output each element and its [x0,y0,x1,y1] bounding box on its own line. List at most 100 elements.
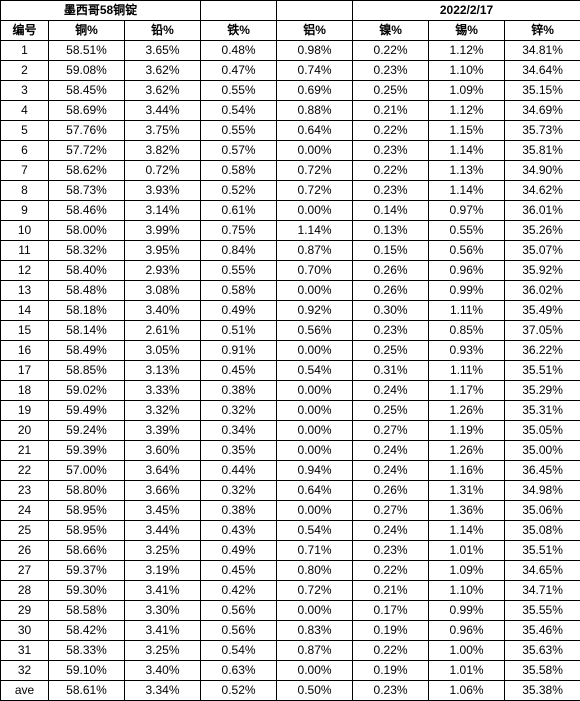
value-cell: 0.19% [353,661,429,681]
value-cell: 58.18% [49,301,125,321]
value-cell: 0.96% [429,621,505,641]
value-cell: 0.87% [277,241,353,261]
value-cell: 0.23% [353,141,429,161]
value-cell: 35.58% [505,661,580,681]
value-cell: 0.80% [277,561,353,581]
value-cell: 35.63% [505,641,580,661]
row-id-cell: 4 [1,101,49,121]
table-row: 1258.40%2.93%0.55%0.70%0.26%0.96%35.92% [1,261,580,281]
row-id-cell: 25 [1,521,49,541]
value-cell: 0.22% [353,161,429,181]
value-cell: 35.31% [505,401,580,421]
value-cell: 0.00% [277,421,353,441]
value-cell: 58.51% [49,41,125,61]
value-cell: 58.46% [49,201,125,221]
value-cell: 0.96% [429,261,505,281]
row-id-cell: 26 [1,541,49,561]
value-cell: 0.24% [353,441,429,461]
value-cell: 0.24% [353,521,429,541]
value-cell: 58.40% [49,261,125,281]
value-cell: 0.42% [201,581,277,601]
value-cell: 1.12% [429,101,505,121]
value-cell: 35.06% [505,501,580,521]
value-cell: 59.24% [49,421,125,441]
row-id-cell: 21 [1,441,49,461]
value-cell: 3.39% [125,421,201,441]
value-cell: 3.44% [125,101,201,121]
value-cell: 0.25% [353,401,429,421]
value-cell: 3.33% [125,381,201,401]
value-cell: 0.48% [201,41,277,61]
title-blank [201,1,277,21]
column-header: 铁% [201,21,277,41]
row-id-cell: ave [1,681,49,701]
value-cell: 0.38% [201,381,277,401]
row-id-cell: 30 [1,621,49,641]
value-cell: 58.61% [49,681,125,701]
title-row: 墨西哥58铜锭2022/2/17 [1,1,580,21]
value-cell: 3.95% [125,241,201,261]
value-cell: 3.25% [125,541,201,561]
value-cell: 3.44% [125,521,201,541]
value-cell: 35.07% [505,241,580,261]
table-row: 657.72%3.82%0.57%0.00%0.23%1.14%35.81% [1,141,580,161]
table-row: 557.76%3.75%0.55%0.64%0.22%1.15%35.73% [1,121,580,141]
row-id-cell: 18 [1,381,49,401]
row-id-cell: 27 [1,561,49,581]
value-cell: 0.30% [353,301,429,321]
value-cell: 34.98% [505,481,580,501]
value-cell: 0.27% [353,501,429,521]
value-cell: 35.51% [505,361,580,381]
value-cell: 0.21% [353,581,429,601]
table-row: 1859.02%3.33%0.38%0.00%0.24%1.17%35.29% [1,381,580,401]
value-cell: 0.00% [277,341,353,361]
value-cell: 0.61% [201,201,277,221]
value-cell: 0.51% [201,321,277,341]
value-cell: 3.40% [125,301,201,321]
value-cell: 0.72% [125,161,201,181]
value-cell: 1.17% [429,381,505,401]
value-cell: 1.31% [429,481,505,501]
value-cell: 0.00% [277,201,353,221]
value-cell: 2.61% [125,321,201,341]
table-row: 1058.00%3.99%0.75%1.14%0.13%0.55%35.26% [1,221,580,241]
row-id-cell: 32 [1,661,49,681]
value-cell: 1.26% [429,401,505,421]
value-cell: 0.63% [201,661,277,681]
value-cell: 36.02% [505,281,580,301]
value-cell: 57.72% [49,141,125,161]
value-cell: 58.42% [49,621,125,641]
value-cell: 3.45% [125,501,201,521]
table-row: 158.51%3.65%0.48%0.98%0.22%1.12%34.81% [1,41,580,61]
table-row: 2059.24%3.39%0.34%0.00%0.27%1.19%35.05% [1,421,580,441]
value-cell: 1.00% [429,641,505,661]
value-cell: 58.69% [49,101,125,121]
row-id-cell: 12 [1,261,49,281]
value-cell: 59.49% [49,401,125,421]
table-row: 2958.58%3.30%0.56%0.00%0.17%0.99%35.55% [1,601,580,621]
value-cell: 3.99% [125,221,201,241]
value-cell: 1.11% [429,361,505,381]
value-cell: 0.23% [353,321,429,341]
value-cell: 58.85% [49,361,125,381]
value-cell: 3.62% [125,81,201,101]
value-cell: 0.98% [277,41,353,61]
value-cell: 1.09% [429,81,505,101]
value-cell: 3.41% [125,621,201,641]
value-cell: 0.25% [353,341,429,361]
value-cell: 0.88% [277,101,353,121]
value-cell: 34.65% [505,561,580,581]
value-cell: 1.36% [429,501,505,521]
value-cell: 0.52% [201,181,277,201]
value-cell: 1.06% [429,681,505,701]
value-cell: 34.64% [505,61,580,81]
value-cell: 37.05% [505,321,580,341]
value-cell: 0.27% [353,421,429,441]
value-cell: 0.25% [353,81,429,101]
value-cell: 0.87% [277,641,353,661]
value-cell: 3.32% [125,401,201,421]
row-id-cell: 17 [1,361,49,381]
value-cell: 35.08% [505,521,580,541]
value-cell: 0.19% [353,621,429,641]
value-cell: 3.08% [125,281,201,301]
